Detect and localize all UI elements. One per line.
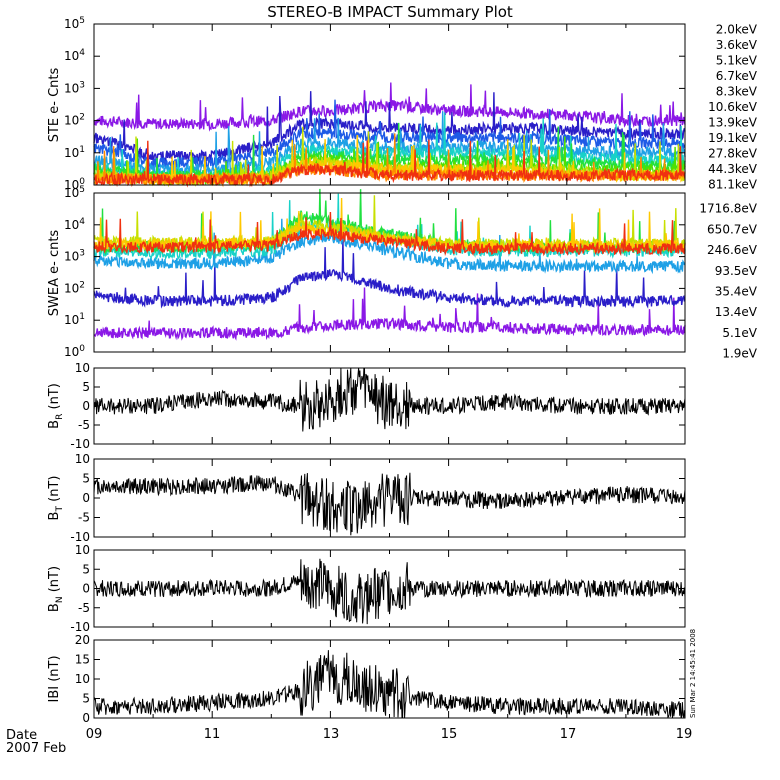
legend-entry: 650.7eV bbox=[707, 222, 758, 236]
x-tick-label: 13 bbox=[323, 727, 340, 742]
y-tick-label: 100 bbox=[64, 344, 85, 359]
y-axis-label: STE e- Cnts bbox=[47, 67, 62, 142]
y-tick-label: 103 bbox=[64, 80, 85, 95]
plot-title: STEREO-B IMPACT Summary Plot bbox=[267, 3, 513, 21]
legend-entry: 6.7keV bbox=[716, 69, 758, 83]
y-tick-label: 0 bbox=[82, 711, 90, 725]
y-tick-label: 102 bbox=[64, 280, 85, 295]
legend-entry: 1.9eV bbox=[722, 347, 757, 361]
date-sub-label: 2007 Feb bbox=[6, 741, 66, 756]
legend-entry: 10.6keV bbox=[708, 100, 758, 114]
y-tick-label: 105 bbox=[64, 16, 85, 31]
y-axis-label: BR (nT) bbox=[47, 383, 65, 429]
y-tick-label: 10 bbox=[75, 361, 90, 375]
series-line bbox=[93, 558, 686, 625]
y-tick-label: 10 bbox=[75, 452, 90, 466]
series-line bbox=[93, 287, 686, 341]
y-tick-label: 105 bbox=[64, 185, 85, 200]
y-tick-label: -5 bbox=[78, 418, 90, 432]
y-tick-label: 0 bbox=[82, 582, 90, 596]
series-line bbox=[93, 211, 686, 257]
y-tick-label: 5 bbox=[82, 562, 90, 576]
series-line bbox=[93, 367, 686, 432]
legend-entry: 5.1keV bbox=[716, 54, 758, 68]
y-tick-label: 5 bbox=[82, 380, 90, 394]
y-axis-label: SWEA e- cnts bbox=[47, 230, 62, 317]
legend-entry: 35.4eV bbox=[715, 285, 758, 299]
panel-bt: -10 -5 0 5 10 BT (nT) bbox=[47, 452, 686, 544]
series-line bbox=[93, 218, 686, 275]
y-tick-label: 0 bbox=[82, 491, 90, 505]
y-tick-label: 104 bbox=[64, 217, 85, 232]
legend-entry: 246.6eV bbox=[707, 243, 758, 257]
series-line bbox=[93, 650, 686, 719]
legend-entry: 81.1keV bbox=[708, 178, 758, 192]
y-tick-label: -5 bbox=[78, 511, 90, 525]
y-tick-label: 15 bbox=[75, 653, 90, 667]
legend-entry: 13.9keV bbox=[708, 116, 758, 130]
x-tick-label: 11 bbox=[204, 727, 221, 742]
y-tick-label: 101 bbox=[64, 312, 85, 327]
y-axis-label: BN (nT) bbox=[47, 566, 65, 612]
legend-entry: 1716.8eV bbox=[699, 202, 757, 216]
y-tick-label: 20 bbox=[75, 633, 90, 647]
legend-entry: 8.3keV bbox=[716, 85, 758, 99]
panel-bn: -10 -5 0 5 10 BN (nT) bbox=[47, 543, 686, 634]
y-tick-label: 0 bbox=[82, 399, 90, 413]
y-tick-label: -5 bbox=[78, 601, 90, 615]
legend-entry: 3.6keV bbox=[716, 38, 758, 52]
legend-entry: 44.3keV bbox=[708, 162, 758, 176]
y-tick-label: -10 bbox=[70, 437, 90, 451]
x-tick-label: 15 bbox=[441, 727, 458, 742]
date-label: Date bbox=[6, 728, 37, 743]
series-line bbox=[93, 91, 686, 163]
y-tick-label: 103 bbox=[64, 249, 85, 264]
x-tick-label: 19 bbox=[676, 727, 693, 742]
timestamp: Sun Mar 2 14:45:41 2008 bbox=[689, 629, 697, 718]
x-tick-label: 17 bbox=[560, 727, 577, 742]
y-tick-label: -10 bbox=[70, 620, 90, 634]
x-axis-labels: 09 11 13 15 17 19 bbox=[86, 727, 693, 742]
y-tick-label: 104 bbox=[64, 48, 85, 63]
y-tick-label: 10 bbox=[75, 672, 90, 686]
legend-entry: 5.1eV bbox=[722, 326, 757, 340]
y-tick-label: 10 bbox=[75, 543, 90, 557]
y-tick-label: -10 bbox=[70, 530, 90, 544]
panel-swea: 1716.8eV 650.7eV 246.6eV 93.5eV 35.4eV 13.4eV… bbox=[47, 185, 758, 361]
x-tick-label: 09 bbox=[86, 727, 103, 742]
panel-br: -10 -5 0 5 10 BR (nT) bbox=[47, 361, 686, 451]
series-line bbox=[93, 472, 686, 536]
panel-bmag: 0 5 10 15 20 IBI (nT) bbox=[47, 633, 686, 725]
y-tick-label: 101 bbox=[64, 145, 85, 160]
y-axis-label: BT (nT) bbox=[47, 476, 65, 521]
legend-entry: 13.4eV bbox=[715, 305, 758, 319]
y-axis-label: IBI (nT) bbox=[47, 655, 62, 702]
legend-entry: 2.0keV bbox=[716, 23, 758, 37]
y-tick-label: 102 bbox=[64, 113, 85, 128]
series-line bbox=[93, 237, 686, 309]
series-line bbox=[93, 139, 686, 188]
series-line bbox=[93, 197, 686, 254]
y-tick-label: 5 bbox=[82, 692, 90, 706]
legend-entry: 93.5eV bbox=[715, 264, 758, 278]
y-tick-label: 5 bbox=[82, 472, 90, 486]
legend-entry: 27.8keV bbox=[708, 147, 758, 161]
legend-entry: 19.1keV bbox=[708, 131, 758, 145]
